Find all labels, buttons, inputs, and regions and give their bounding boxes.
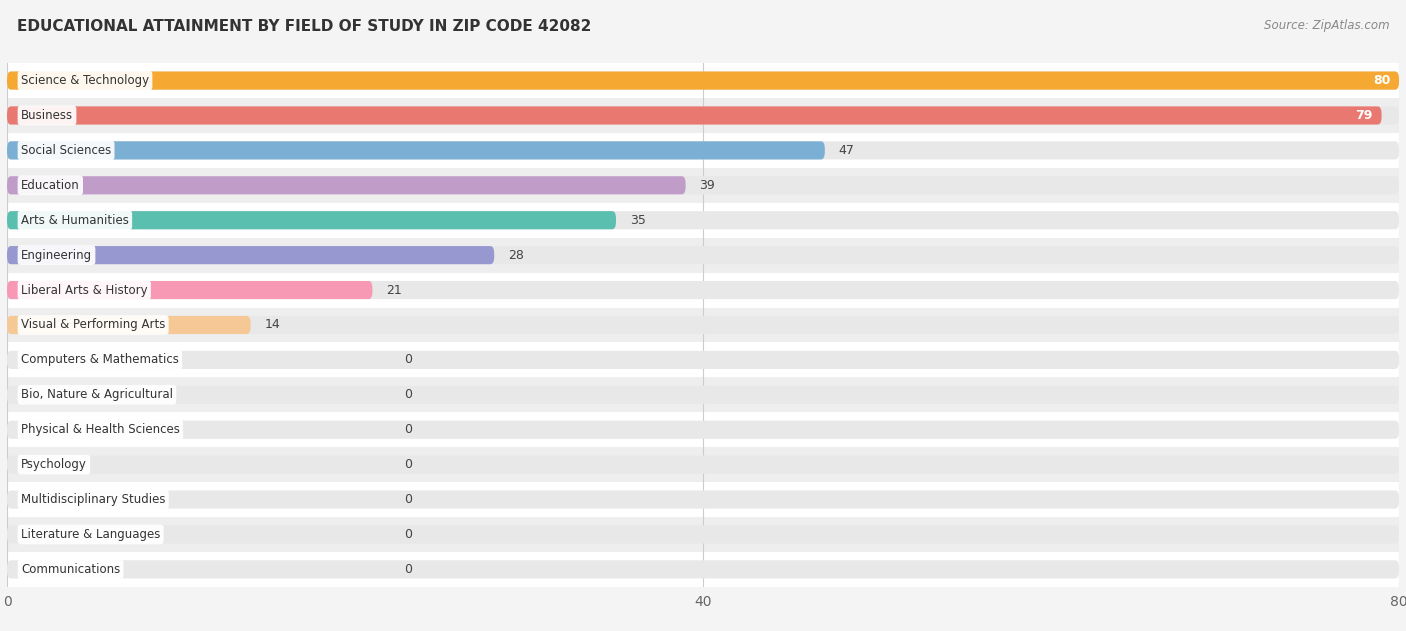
Text: 0: 0 — [404, 528, 412, 541]
Text: 0: 0 — [404, 563, 412, 576]
FancyBboxPatch shape — [7, 351, 1399, 369]
Text: 0: 0 — [404, 388, 412, 401]
Bar — [7, 238, 1399, 273]
Text: Business: Business — [21, 109, 73, 122]
Text: Multidisciplinary Studies: Multidisciplinary Studies — [21, 493, 166, 506]
Bar — [7, 307, 1399, 343]
Bar — [7, 377, 1399, 412]
Bar — [7, 273, 1399, 307]
Text: 80: 80 — [1372, 74, 1391, 87]
Bar — [7, 412, 1399, 447]
Bar — [7, 517, 1399, 552]
Text: 79: 79 — [1355, 109, 1372, 122]
Bar — [7, 63, 1399, 98]
Text: Visual & Performing Arts: Visual & Performing Arts — [21, 319, 166, 331]
Text: Education: Education — [21, 179, 80, 192]
Text: Psychology: Psychology — [21, 458, 87, 471]
Bar — [7, 133, 1399, 168]
FancyBboxPatch shape — [7, 246, 1399, 264]
Text: 21: 21 — [387, 283, 402, 297]
Text: Engineering: Engineering — [21, 249, 91, 262]
FancyBboxPatch shape — [7, 107, 1382, 124]
Text: 0: 0 — [404, 353, 412, 367]
Text: Social Sciences: Social Sciences — [21, 144, 111, 157]
FancyBboxPatch shape — [7, 176, 1399, 194]
FancyBboxPatch shape — [7, 386, 1399, 404]
FancyBboxPatch shape — [7, 281, 373, 299]
Text: 35: 35 — [630, 214, 645, 227]
Bar — [7, 552, 1399, 587]
FancyBboxPatch shape — [7, 71, 1399, 90]
FancyBboxPatch shape — [7, 141, 1399, 160]
FancyBboxPatch shape — [7, 281, 1399, 299]
Text: 47: 47 — [839, 144, 855, 157]
Text: Communications: Communications — [21, 563, 120, 576]
Text: Source: ZipAtlas.com: Source: ZipAtlas.com — [1264, 19, 1389, 32]
FancyBboxPatch shape — [7, 246, 495, 264]
FancyBboxPatch shape — [7, 107, 1399, 124]
Text: Literature & Languages: Literature & Languages — [21, 528, 160, 541]
Text: Physical & Health Sciences: Physical & Health Sciences — [21, 423, 180, 436]
Text: 0: 0 — [404, 458, 412, 471]
Text: Science & Technology: Science & Technology — [21, 74, 149, 87]
FancyBboxPatch shape — [7, 141, 825, 160]
Text: Bio, Nature & Agricultural: Bio, Nature & Agricultural — [21, 388, 173, 401]
FancyBboxPatch shape — [7, 211, 616, 229]
Text: EDUCATIONAL ATTAINMENT BY FIELD OF STUDY IN ZIP CODE 42082: EDUCATIONAL ATTAINMENT BY FIELD OF STUDY… — [17, 19, 592, 34]
FancyBboxPatch shape — [7, 560, 1399, 579]
Text: 0: 0 — [404, 423, 412, 436]
Bar — [7, 447, 1399, 482]
FancyBboxPatch shape — [7, 71, 1399, 90]
FancyBboxPatch shape — [7, 316, 250, 334]
FancyBboxPatch shape — [7, 490, 1399, 509]
FancyBboxPatch shape — [7, 526, 1399, 543]
FancyBboxPatch shape — [7, 456, 1399, 474]
Bar — [7, 343, 1399, 377]
Text: 0: 0 — [404, 493, 412, 506]
FancyBboxPatch shape — [7, 176, 686, 194]
Text: 39: 39 — [700, 179, 716, 192]
FancyBboxPatch shape — [7, 211, 1399, 229]
FancyBboxPatch shape — [7, 316, 1399, 334]
Bar — [7, 98, 1399, 133]
Text: 28: 28 — [508, 249, 524, 262]
Text: 14: 14 — [264, 319, 280, 331]
Text: Liberal Arts & History: Liberal Arts & History — [21, 283, 148, 297]
Text: Arts & Humanities: Arts & Humanities — [21, 214, 129, 227]
Bar — [7, 482, 1399, 517]
FancyBboxPatch shape — [7, 421, 1399, 439]
Text: Computers & Mathematics: Computers & Mathematics — [21, 353, 179, 367]
Bar — [7, 168, 1399, 203]
Bar — [7, 203, 1399, 238]
